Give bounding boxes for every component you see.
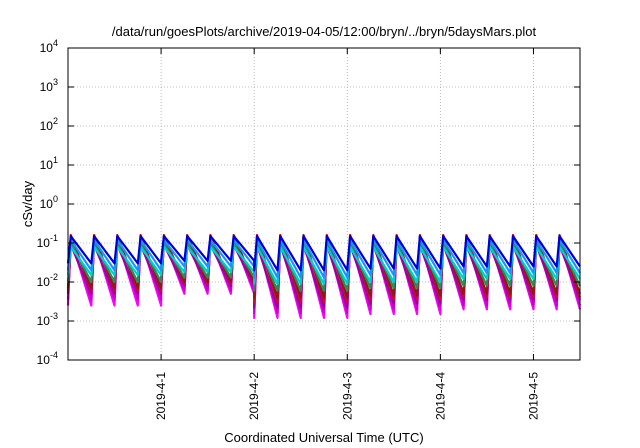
y-tick-label: 103	[40, 77, 58, 94]
series-line-5	[66, 236, 582, 299]
x-tick-label: 2019-4-4	[433, 372, 447, 420]
x-axis-label: Coordinated Universal Time (UTC)	[224, 430, 423, 445]
series-line-2	[66, 240, 582, 315]
y-tick-label: 10-4	[37, 350, 58, 367]
y-tick-label: 104	[40, 38, 58, 55]
series-group	[66, 233, 582, 319]
y-tick-label: 101	[40, 155, 58, 172]
y-tick-label: 10-3	[37, 311, 58, 328]
series-line-6	[66, 241, 581, 292]
y-axis-label: cSv/day	[20, 180, 35, 227]
x-tick-label: 2019-4-3	[340, 372, 354, 420]
y-tick-label: 10-1	[37, 233, 58, 250]
y-tick-label: 102	[40, 116, 58, 133]
series-line-9	[66, 235, 581, 272]
series-line-8	[66, 238, 581, 279]
series-line-3	[66, 243, 582, 309]
y-tick-label: 10-2	[37, 272, 58, 289]
series-line-4	[66, 233, 582, 304]
x-tick-label: 2019-4-2	[247, 372, 261, 420]
x-tick-label: 2019-4-5	[526, 372, 540, 420]
chart-title: /data/run/goesPlots/archive/2019-04-05/1…	[112, 24, 537, 39]
grid	[68, 48, 580, 360]
series-line-7	[66, 245, 581, 285]
x-axis: 2019-4-1 2019-4-2 2019-4-3 2019-4-4 2019-4-5	[154, 48, 540, 420]
y-tick-label: 100	[40, 194, 58, 211]
series-line-1	[66, 237, 582, 319]
x-tick-label: 2019-4-1	[154, 372, 168, 420]
